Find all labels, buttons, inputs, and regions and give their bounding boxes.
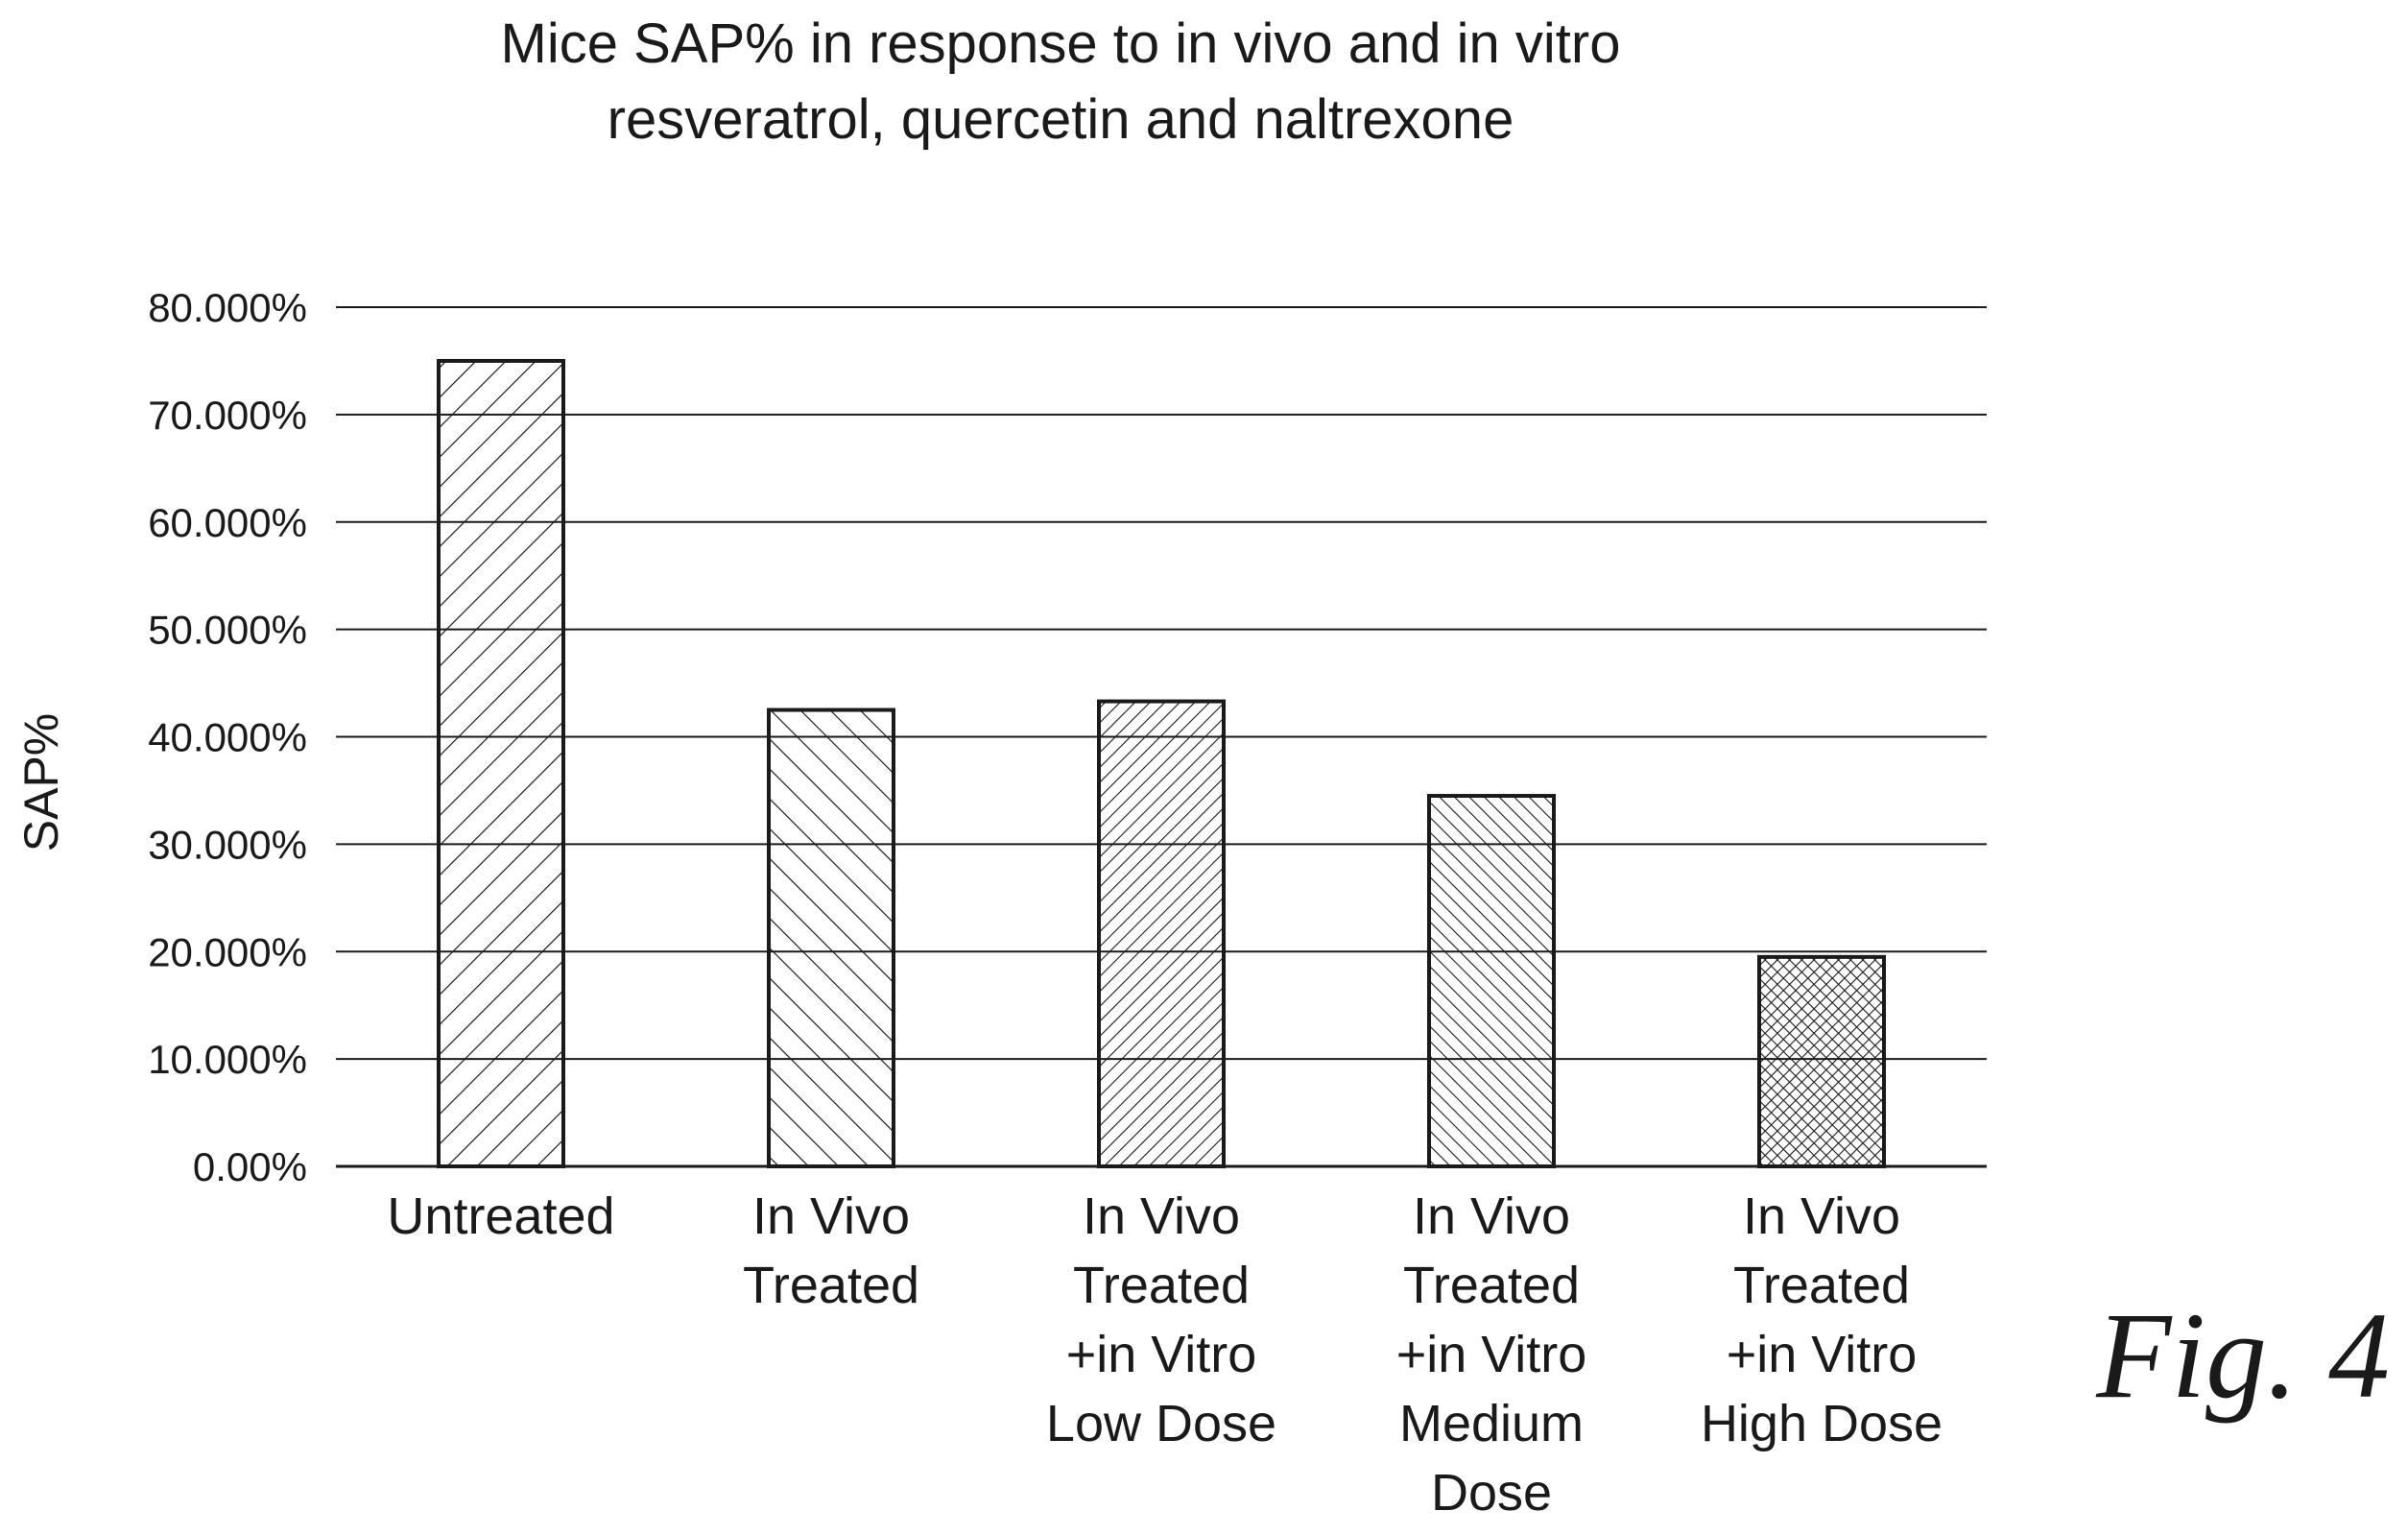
x-category-label: In Vivo Treated <box>743 1187 919 1314</box>
bar-1 <box>437 358 565 1168</box>
y-tick-label: 30.000% <box>148 822 307 867</box>
x-category-label: In Vivo Treated +in Vitro Medium Dose <box>1396 1187 1587 1522</box>
bars <box>437 358 1886 1168</box>
x-category-label: In Vivo Treated +in Vitro High Dose <box>1701 1187 1943 1452</box>
x-category-label: In Vivo Treated +in Vitro Low Dose <box>1046 1187 1276 1452</box>
y-tick-label: 70.000% <box>148 393 307 438</box>
bar-3 <box>1097 699 1226 1168</box>
x-category-labels: Untreated In Vivo Treated In Vivo Treated +in… <box>387 1187 1943 1522</box>
y-tick-labels: 0.00% 10.000% 20.000% 30.000% 40.000% 50.000%… <box>148 285 307 1189</box>
x-category-label: Untreated <box>387 1187 614 1245</box>
bar-4 <box>1427 794 1556 1168</box>
chart-title: Mice SAP% in response to in vivo and in … <box>501 12 1621 151</box>
y-tick-label: 20.000% <box>148 929 307 974</box>
figure-label: Fig. 4 <box>2095 1287 2390 1424</box>
y-tick-label: 40.000% <box>148 715 307 760</box>
y-tick-label: 80.000% <box>148 285 307 330</box>
y-tick-label: 10.000% <box>148 1037 307 1082</box>
y-tick-label: 60.000% <box>148 500 307 545</box>
y-tick-label: 0.00% <box>193 1144 307 1189</box>
chart-title-line-1: Mice SAP% in response to in vivo and in … <box>501 12 1621 75</box>
chart-title-line-2: resveratrol, quercetin and naltrexone <box>608 88 1514 151</box>
y-tick-label: 50.000% <box>148 608 307 653</box>
y-axis-title: SAP% <box>14 713 68 852</box>
bar-5 <box>1757 954 1886 1168</box>
bar-2 <box>767 708 895 1168</box>
